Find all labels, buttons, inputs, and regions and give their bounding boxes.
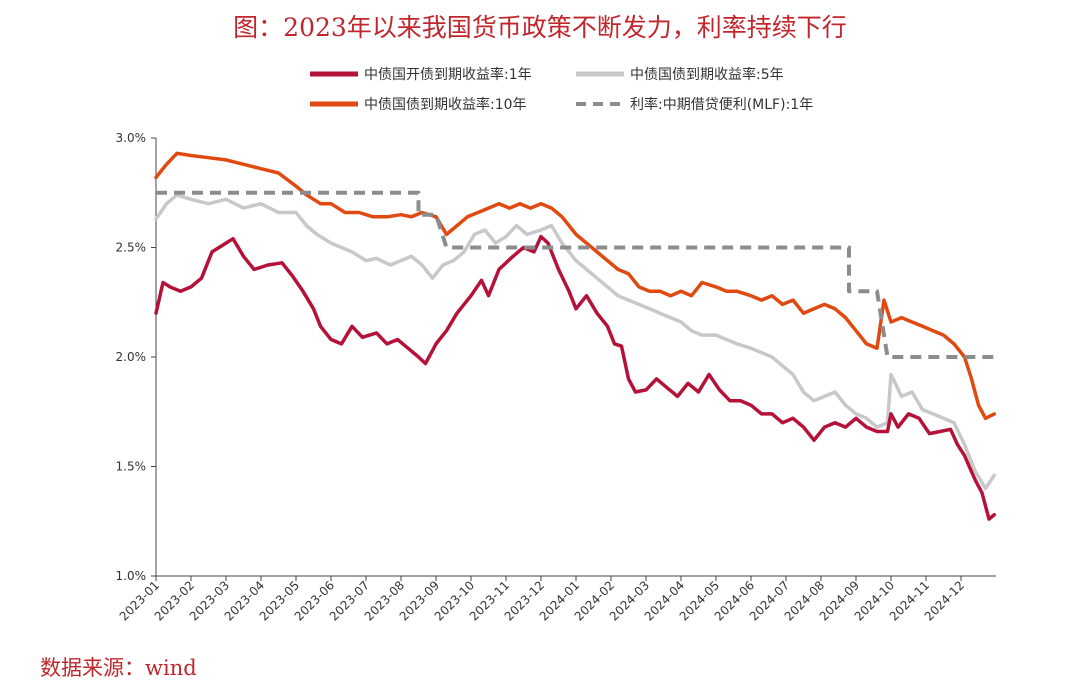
series-line-gov10y (154, 151, 997, 421)
legend-label-mlf: 利率:中期借贷便利(MLF):1年 (630, 96, 813, 113)
y-tick-label: 2.5% (116, 241, 147, 255)
y-ticks: 1.0% 1.5% 2.0% 2.5% 3.0% (116, 131, 156, 583)
y-tick-label: 3.0% (116, 131, 147, 145)
y-tick-label: 1.0% (116, 569, 147, 583)
series-line-gov5y (154, 193, 997, 491)
y-tick-label: 2.0% (116, 350, 147, 364)
legend-label-cdb1y: 中债国开债到期收益率:1年 (364, 66, 532, 83)
series-line-cdb1y (154, 234, 997, 521)
source-note: 数据来源：wind (40, 656, 197, 680)
legend: 中债国开债到期收益率:1年 中债国债到期收益率:5年 中债国债到期收益率:10年… (310, 66, 813, 113)
legend-label-gov10y: 中债国债到期收益率:10年 (364, 96, 527, 113)
x-ticks: 2023-012023-022023-032023-042023-052023-… (117, 576, 967, 624)
series-line-mlf (156, 190, 996, 359)
y-tick-label: 1.5% (116, 460, 147, 474)
legend-label-gov5y: 中债国债到期收益率:5年 (630, 66, 784, 83)
chart-title: 图：2023年以来我国货币政策不断发力，利率持续下行 (233, 13, 847, 42)
series-lines (154, 151, 997, 521)
